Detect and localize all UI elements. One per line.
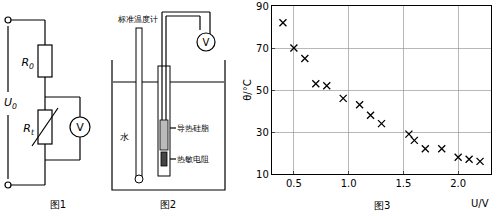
svg-text:0.5: 0.5: [286, 178, 302, 189]
svg-text:θ/°C: θ/°C: [242, 79, 253, 100]
svg-text:2.0: 2.0: [450, 178, 466, 189]
svg-text:30: 30: [256, 127, 269, 138]
svg-text:V: V: [203, 37, 210, 48]
svg-text:90: 90: [256, 1, 269, 12]
svg-text:U/V: U/V: [471, 198, 489, 209]
svg-text:U0: U0: [4, 96, 17, 111]
svg-text:热敏电阻: 热敏电阻: [177, 155, 209, 164]
svg-text:图2: 图2: [160, 199, 176, 210]
svg-text:导热硅脂: 导热硅脂: [177, 124, 209, 133]
svg-text:50: 50: [256, 85, 269, 96]
svg-text:标准温度计: 标准温度计: [117, 15, 158, 24]
svg-text:70: 70: [256, 43, 269, 54]
svg-text:R0: R0: [21, 56, 34, 71]
svg-text:Rt: Rt: [23, 122, 35, 137]
svg-text:10: 10: [256, 169, 269, 180]
svg-text:1.0: 1.0: [341, 178, 357, 189]
svg-text:V: V: [76, 121, 84, 134]
svg-text:水: 水: [120, 132, 129, 142]
svg-text:图1: 图1: [50, 199, 66, 210]
svg-text:1.5: 1.5: [395, 178, 411, 189]
svg-text:图3: 图3: [374, 200, 390, 211]
